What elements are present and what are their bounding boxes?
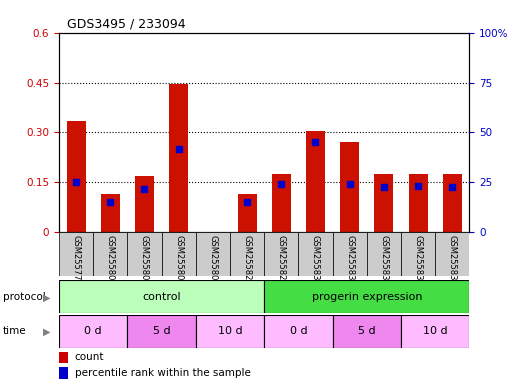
FancyBboxPatch shape [435, 232, 469, 276]
Bar [340, 142, 359, 232]
Text: GSM255829: GSM255829 [277, 235, 286, 285]
Bar [272, 174, 291, 232]
Bar [374, 174, 393, 232]
Text: GSM255806: GSM255806 [106, 235, 115, 285]
FancyBboxPatch shape [264, 280, 469, 313]
FancyBboxPatch shape [332, 232, 367, 276]
FancyBboxPatch shape [299, 232, 332, 276]
Text: GSM255774: GSM255774 [72, 235, 81, 285]
FancyBboxPatch shape [162, 232, 196, 276]
Bar [238, 194, 256, 232]
Text: GSM255830: GSM255830 [311, 235, 320, 285]
Text: GSM255831: GSM255831 [345, 235, 354, 285]
Text: GSM255833: GSM255833 [413, 235, 423, 285]
FancyBboxPatch shape [59, 280, 264, 313]
FancyBboxPatch shape [127, 232, 162, 276]
Text: count: count [74, 353, 104, 362]
FancyBboxPatch shape [401, 315, 469, 348]
FancyBboxPatch shape [196, 315, 264, 348]
FancyBboxPatch shape [264, 232, 299, 276]
Text: ▶: ▶ [43, 327, 50, 337]
Bar [409, 174, 427, 232]
Text: control: control [142, 291, 181, 302]
Text: GSM255832: GSM255832 [380, 235, 388, 285]
Text: 0 d: 0 d [289, 326, 307, 336]
Text: 5 d: 5 d [358, 326, 376, 336]
Text: protocol: protocol [3, 291, 45, 302]
Text: time: time [3, 326, 26, 336]
FancyBboxPatch shape [59, 315, 127, 348]
FancyBboxPatch shape [59, 232, 93, 276]
Bar [101, 194, 120, 232]
FancyBboxPatch shape [230, 232, 264, 276]
Text: GSM255809: GSM255809 [208, 235, 218, 285]
Text: GSM255828: GSM255828 [243, 235, 251, 285]
FancyBboxPatch shape [196, 232, 230, 276]
FancyBboxPatch shape [93, 232, 127, 276]
Text: progerin expression: progerin expression [311, 291, 422, 302]
FancyBboxPatch shape [264, 315, 332, 348]
Text: GSM255834: GSM255834 [448, 235, 457, 285]
Text: GSM255807: GSM255807 [140, 235, 149, 285]
FancyBboxPatch shape [332, 315, 401, 348]
Text: 10 d: 10 d [218, 326, 242, 336]
Bar [169, 84, 188, 232]
Text: GDS3495 / 233094: GDS3495 / 233094 [67, 17, 185, 30]
FancyBboxPatch shape [401, 232, 435, 276]
FancyBboxPatch shape [367, 232, 401, 276]
Bar [59, 367, 68, 379]
Bar [306, 131, 325, 232]
Text: 5 d: 5 d [153, 326, 170, 336]
Text: percentile rank within the sample: percentile rank within the sample [74, 368, 250, 378]
Text: GSM255808: GSM255808 [174, 235, 183, 285]
Text: 10 d: 10 d [423, 326, 447, 336]
Bar [443, 174, 462, 232]
FancyBboxPatch shape [127, 315, 196, 348]
Bar [67, 121, 86, 232]
Text: ▶: ▶ [43, 292, 50, 302]
Bar [59, 352, 68, 363]
Bar [135, 176, 154, 232]
Text: 0 d: 0 d [84, 326, 102, 336]
